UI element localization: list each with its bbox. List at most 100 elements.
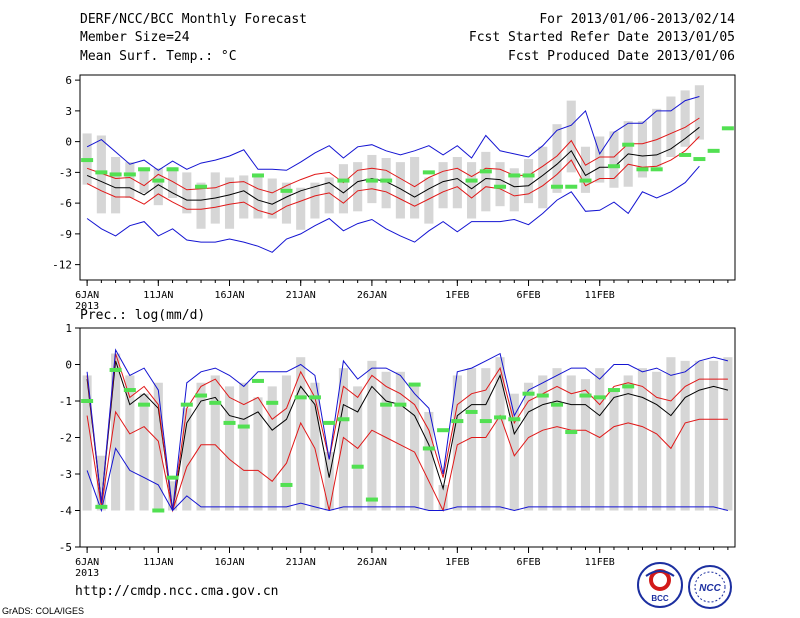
observation-marker — [508, 173, 521, 178]
observation-marker — [337, 178, 350, 183]
spread-box — [438, 162, 448, 209]
spread-box — [523, 159, 534, 204]
observation-marker — [294, 395, 307, 400]
spread-box — [111, 353, 121, 511]
observation-marker — [95, 504, 108, 509]
spread-box — [281, 182, 292, 224]
spread-box — [609, 131, 619, 188]
observation-marker — [422, 446, 435, 451]
observation-marker — [109, 172, 122, 177]
spread-box — [239, 382, 249, 511]
spread-box — [424, 411, 434, 511]
x-tick-label: 16JAN — [214, 290, 244, 301]
spread-box — [125, 375, 135, 511]
observation-marker — [138, 402, 151, 407]
observation-marker — [152, 508, 165, 513]
spread-box — [338, 164, 348, 214]
y-tick-label: 0 — [65, 359, 72, 372]
observation-marker — [223, 420, 236, 425]
spread-box — [267, 178, 277, 219]
y-tick-label: -3 — [59, 166, 72, 179]
temperature-panel: -12 -9 -6 -3 0 3 6 6JAN 11JAN 16JAN 21JAN 26JAN 1FEB… — [52, 74, 736, 312]
precip-title: Prec.: log(mm/d) — [80, 308, 205, 323]
y-tick-label: -6 — [59, 197, 72, 210]
observation-marker — [650, 167, 663, 172]
period-label: For 2013/01/06-2013/02/14 — [539, 12, 735, 27]
observation-marker — [607, 388, 620, 393]
spread-box — [452, 375, 462, 511]
spread-box — [395, 371, 405, 511]
spread-box — [538, 375, 548, 511]
lower-outer-line — [86, 447, 729, 513]
x-tick-label: 1FEB — [445, 290, 469, 301]
observation-marker — [166, 475, 179, 480]
observation-marker — [707, 148, 720, 153]
spread-box — [580, 379, 591, 511]
y-tick-label: -4 — [59, 505, 73, 518]
x-tick-label: 26JAN — [357, 557, 387, 568]
spread-box — [281, 375, 292, 511]
observation-marker — [95, 170, 108, 175]
spread-box — [666, 96, 676, 157]
observation-marker — [622, 142, 635, 147]
observation-marker — [593, 395, 606, 400]
plot-frame — [79, 74, 736, 281]
spread-box — [367, 360, 377, 511]
observation-marker — [522, 391, 535, 396]
observation-marker — [451, 419, 464, 424]
spread-box — [652, 108, 662, 168]
spread-box — [467, 368, 477, 511]
spread-box — [410, 157, 420, 219]
spread-box — [481, 151, 491, 212]
spread-box — [566, 100, 576, 173]
observation-marker — [365, 178, 378, 183]
spread-box — [296, 187, 306, 230]
spread-box — [310, 182, 320, 219]
spread-box — [694, 85, 704, 140]
spread-box — [239, 175, 249, 219]
y-tick-label: -1 — [59, 395, 72, 408]
spread-box — [125, 162, 135, 198]
observation-marker — [565, 430, 578, 435]
lower-inner-line — [86, 410, 728, 513]
spread-box — [652, 371, 662, 511]
observation-marker — [579, 178, 592, 183]
spread-box — [580, 146, 591, 193]
year-label: 2013 — [75, 568, 99, 579]
spread-box — [481, 368, 491, 511]
spread-box — [353, 162, 363, 212]
observation-marker — [465, 178, 478, 183]
spread-box — [253, 397, 263, 511]
observation-marker — [166, 167, 179, 172]
spread-box — [324, 177, 334, 214]
x-tick-label: 21JAN — [286, 290, 316, 301]
observation-marker — [81, 158, 94, 163]
spread-box — [310, 382, 320, 511]
spread-box — [509, 168, 519, 212]
spread-box — [410, 382, 420, 511]
x-tick-label: 11JAN — [143, 290, 173, 301]
observation-marker — [152, 178, 165, 183]
spread-box — [595, 368, 605, 511]
observation-marker — [551, 184, 564, 189]
lower-inner-line — [86, 136, 700, 215]
observation-marker — [579, 393, 592, 398]
spread-box — [623, 375, 633, 511]
observation-marker — [551, 402, 564, 407]
spread-box — [666, 357, 676, 511]
spread-box — [182, 172, 192, 214]
x-tick-label: 11FEB — [585, 557, 615, 568]
upper-inner-line — [86, 117, 700, 194]
ensemble-mean-line — [86, 360, 729, 511]
title-line-2: Member Size=24 — [80, 30, 190, 45]
spread-box — [196, 382, 206, 511]
observation-marker — [123, 172, 136, 177]
observation-marker — [266, 400, 279, 405]
x-tick-label: 6FEB — [516, 557, 540, 568]
observation-marker — [337, 417, 350, 422]
x-tick-label: 11FEB — [585, 290, 615, 301]
ncc-logo: NCC — [688, 565, 732, 609]
observation-marker — [180, 402, 193, 407]
observation-marker — [323, 420, 336, 425]
